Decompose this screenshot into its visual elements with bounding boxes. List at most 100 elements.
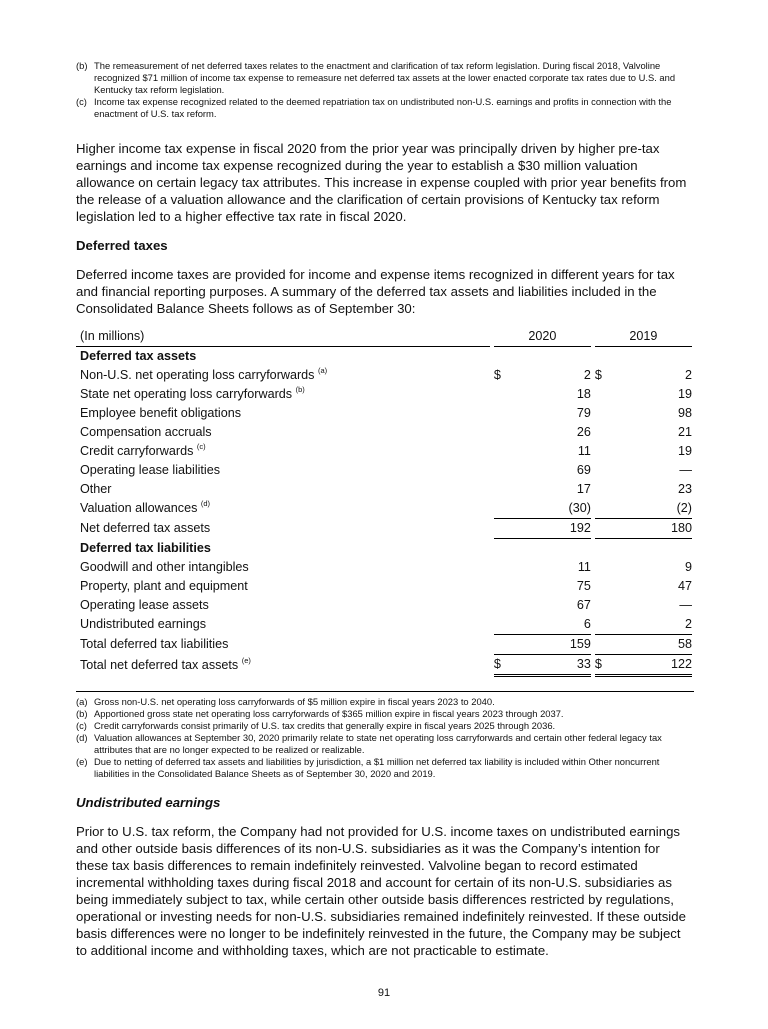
currency-2019 xyxy=(595,596,609,615)
footnote: (e) Due to netting of deferred tax assets… xyxy=(76,756,694,780)
table-row: Operating lease liabilities 69 — xyxy=(76,461,692,480)
heading-deferred-taxes: Deferred taxes xyxy=(76,238,168,253)
page-number: 91 xyxy=(377,987,391,999)
value-2020: 192 xyxy=(507,518,591,539)
value-2019: 23 xyxy=(677,482,692,496)
page-content: (b) The remeasurement of net deferred tax… xyxy=(76,0,694,1029)
table-row: Total net deferred tax assets (e) $33 $122 xyxy=(76,654,692,677)
currency-2020 xyxy=(494,480,508,499)
row-label: Employee benefit obligations xyxy=(76,404,490,423)
footnote-text: Income tax expense recognized related to… xyxy=(94,96,672,119)
table-row: Total deferred tax liabilities 159 58 xyxy=(76,634,692,655)
value-2019: 2 xyxy=(684,368,692,382)
value-2020: 33 xyxy=(507,654,591,677)
row-label: Deferred tax assets xyxy=(76,347,490,367)
footnote-text: Valuation allowances at September 30, 20… xyxy=(94,732,662,755)
value-2020: 159 xyxy=(507,634,591,655)
footnote-ref: (a) xyxy=(317,366,328,375)
table-row: Deferred tax liabilities xyxy=(76,539,692,559)
value-2019: — xyxy=(679,463,692,477)
currency-2019 xyxy=(595,442,609,461)
table-row: Non-U.S. net operating loss carryforward… xyxy=(76,366,692,385)
footnote: (d) Valuation allowances at September 30,… xyxy=(76,732,694,756)
value-2020: 69 xyxy=(576,463,591,477)
value-2019: — xyxy=(679,598,692,612)
row-label-text: Employee benefit obligations xyxy=(80,406,242,420)
value-2019: 19 xyxy=(677,444,692,458)
table-row: Compensation accruals 26 21 xyxy=(76,423,692,442)
table-row: Goodwill and other intangibles 11 9 xyxy=(76,558,692,577)
value-2019: (2) xyxy=(608,499,692,519)
row-label-text: Other xyxy=(80,482,112,496)
footnote-key: (e) xyxy=(76,756,88,767)
currency-2020 xyxy=(494,442,508,461)
footnote-key: (b) xyxy=(76,60,88,71)
currency-2020 xyxy=(494,577,508,596)
table-row: Undistributed earnings 6 2 xyxy=(76,615,692,635)
currency-2019 xyxy=(595,577,609,596)
paragraph-undistributed: Prior to U.S. tax reform, the Company ha… xyxy=(76,824,686,958)
row-label-text: Deferred tax assets xyxy=(80,349,197,363)
footnote-key: (a) xyxy=(76,696,88,707)
value-2019: 19 xyxy=(677,387,692,401)
row-label-text: State net operating loss carryforwards xyxy=(80,387,293,401)
deferred-tax-table: (In millions) 2020 2019 Deferred tax ass… xyxy=(76,327,694,677)
value-2020: 75 xyxy=(576,579,591,593)
value-2020: 67 xyxy=(576,598,591,612)
footnote-key: (d) xyxy=(76,732,88,743)
value-2019: 21 xyxy=(677,425,692,439)
footnote: (c) Income tax expense recognized related… xyxy=(76,96,694,120)
table-footnotes: (a) Gross non-U.S. net operating loss car… xyxy=(76,696,694,780)
table-row: Valuation allowances (d) (30) (2) xyxy=(76,499,692,519)
row-label-text: Non-U.S. net operating loss carryforward… xyxy=(80,368,315,382)
row-label: Property, plant and equipment xyxy=(76,577,490,596)
value-2020: 2 xyxy=(583,368,591,382)
currency-2019 xyxy=(594,518,609,539)
currency-2020 xyxy=(494,558,508,577)
row-label-text: Operating lease liabilities xyxy=(80,463,221,477)
value-2019: 180 xyxy=(608,518,692,539)
value-2019: 98 xyxy=(677,406,692,420)
footnote: (b) Apportioned gross state net operating… xyxy=(76,708,694,720)
row-label: State net operating loss carryforwards (… xyxy=(76,385,490,404)
row-label-text: Goodwill and other intangibles xyxy=(80,560,249,574)
row-label: Goodwill and other intangibles xyxy=(76,558,490,577)
currency-2019: $ xyxy=(594,654,609,677)
row-label-text: Undistributed earnings xyxy=(80,617,207,632)
row-label: Compensation accruals xyxy=(76,423,490,442)
table-header-row: (In millions) 2020 2019 xyxy=(76,327,692,347)
table-end-rule xyxy=(76,691,694,692)
col-header-2020: 2020 xyxy=(493,327,591,347)
footnote-text: Credit carryforwards consist primarily o… xyxy=(94,720,556,731)
currency-2019 xyxy=(595,404,609,423)
row-label-text: Operating lease assets xyxy=(80,598,209,612)
table-row: Employee benefit obligations 79 98 xyxy=(76,404,692,423)
currency-2020 xyxy=(494,596,508,615)
value-2019: 58 xyxy=(608,634,692,655)
currency-2019 xyxy=(594,615,609,635)
table-row: Credit carryforwards (c) 11 19 xyxy=(76,442,692,461)
heading-undistributed-earnings: Undistributed earnings xyxy=(76,795,221,810)
currency-2020 xyxy=(493,518,508,539)
table-row: State net operating loss carryforwards (… xyxy=(76,385,692,404)
row-label: Net deferred tax assets xyxy=(76,519,490,539)
row-label-text: Total net deferred tax assets xyxy=(80,657,239,672)
row-label: Other xyxy=(76,480,490,499)
currency-2020 xyxy=(493,634,508,655)
row-label-text: Net deferred tax assets xyxy=(80,521,211,535)
footnote-ref: (d) xyxy=(200,499,211,509)
row-label-text: Total deferred tax liabilities xyxy=(80,637,229,651)
value-2020: 17 xyxy=(576,482,591,496)
paragraph-deferred-summary: Deferred income taxes are provided for i… xyxy=(76,267,675,316)
footnote-text: The remeasurement of net deferred taxes … xyxy=(94,60,676,95)
table-row: Deferred tax assets xyxy=(76,347,692,367)
unit-label: (In millions) xyxy=(76,327,490,347)
footnote-ref: (e) xyxy=(241,655,251,665)
footnote-key: (b) xyxy=(76,708,88,719)
footnote-ref: (c) xyxy=(196,442,206,451)
currency-2019 xyxy=(595,461,609,480)
footnote-text: Apportioned gross state net operating lo… xyxy=(94,708,564,719)
paragraph-tax-expense: Higher income tax expense in fiscal 2020… xyxy=(76,141,687,224)
currency-2020: $ xyxy=(493,654,508,677)
row-label: Valuation allowances (d) xyxy=(76,499,490,519)
